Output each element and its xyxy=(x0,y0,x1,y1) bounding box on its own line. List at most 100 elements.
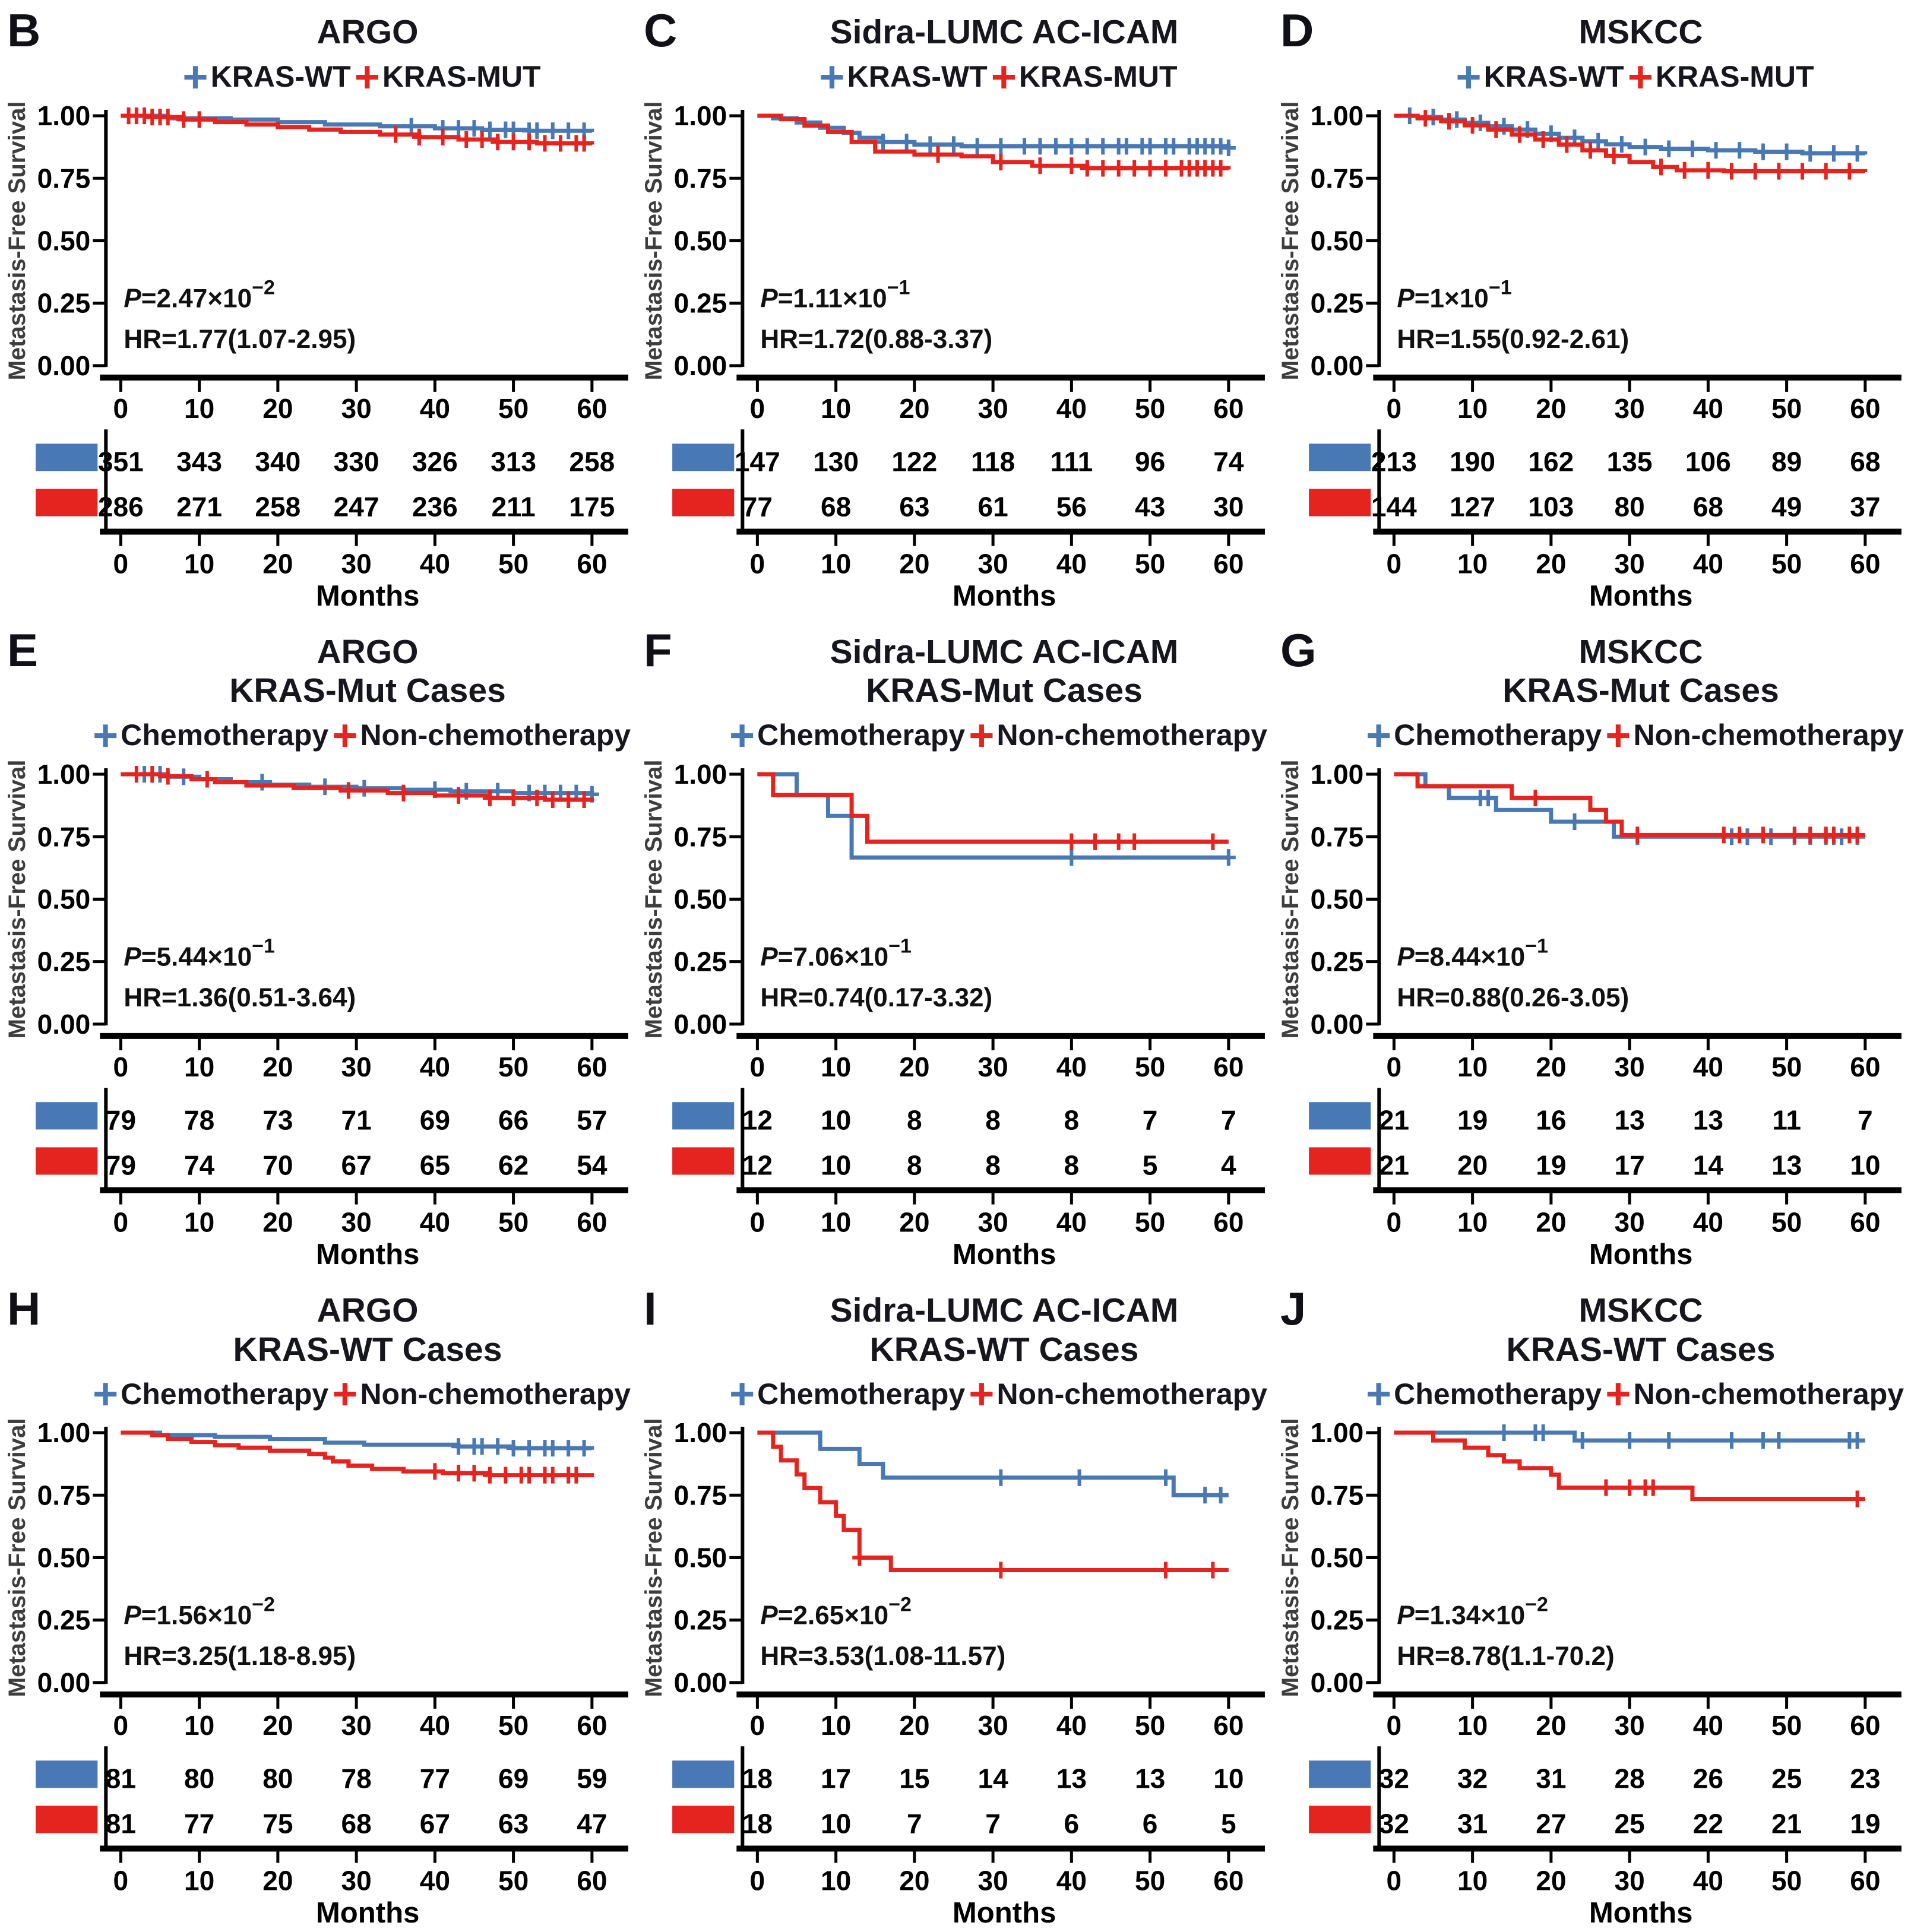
censor-mark xyxy=(341,782,356,799)
risk-x-tick-label: 10 xyxy=(1457,548,1488,579)
censor-mark xyxy=(474,1438,489,1455)
risk-count: 213 xyxy=(1371,446,1417,477)
risk-x-tick-label: 10 xyxy=(184,548,214,579)
risk-count: 13 xyxy=(1614,1104,1644,1135)
x-tick-label: 0 xyxy=(1387,1051,1402,1081)
risk-table-svg: 213 190 162 135 106 89 68 144 127 103 80 68 49 37 0 10 2… xyxy=(1309,429,1901,610)
legend-label: Chemotherapy xyxy=(121,1377,329,1411)
censor-mark xyxy=(1622,1479,1637,1496)
risk-count: 175 xyxy=(569,491,615,522)
y-axis-label: Metastasis-Free Survival xyxy=(1278,1418,1303,1697)
risk-count: 8 xyxy=(985,1150,1001,1181)
legend-item: + Chemotherapy xyxy=(1365,1369,1602,1419)
risk-x-tick-label: 0 xyxy=(1387,1207,1402,1238)
y-axis-label: Metastasis-Free Survival xyxy=(641,101,667,380)
y-tick-label: 0.25 xyxy=(1311,287,1364,318)
risk-x-tick-label: 30 xyxy=(1614,1207,1644,1238)
y-tick-label: 1.00 xyxy=(674,100,727,131)
legend-label: KRAS-WT xyxy=(1483,60,1624,94)
risk-count: 122 xyxy=(891,446,937,477)
risk-row-swatch xyxy=(672,1760,735,1788)
censor-mark xyxy=(1850,1432,1865,1449)
risk-x-tick-label: 30 xyxy=(341,1866,371,1896)
x-tick-label: 40 xyxy=(1693,393,1723,422)
plus-marker-icon: + xyxy=(1605,710,1631,760)
risk-row-swatch xyxy=(672,1806,735,1833)
y-axis-label: Metastasis-Free Survival xyxy=(641,760,667,1039)
censor-mark xyxy=(1725,163,1739,180)
risk-count: 4 xyxy=(1221,1150,1236,1181)
risk-count: 28 xyxy=(1614,1763,1644,1794)
risk-count: 118 xyxy=(971,446,1015,477)
censor-mark xyxy=(1064,849,1079,866)
risk-count: 6 xyxy=(1064,1809,1080,1839)
survival-curve xyxy=(1394,1430,1865,1443)
censor-mark xyxy=(1583,141,1598,159)
risk-count: 77 xyxy=(184,1809,214,1839)
risk-x-tick-label: 40 xyxy=(420,1866,450,1896)
censor-mark xyxy=(1143,138,1157,155)
risk-count: 286 xyxy=(98,491,144,522)
risk-x-tick-label: 30 xyxy=(977,1207,1008,1238)
censor-mark xyxy=(1096,160,1110,177)
censor-mark xyxy=(1771,1432,1786,1449)
risk-count: 17 xyxy=(821,1763,851,1794)
plus-marker-icon: + xyxy=(92,1369,119,1419)
censor-mark xyxy=(1653,159,1669,176)
censor-mark xyxy=(994,138,1008,155)
x-tick-label: 60 xyxy=(1213,393,1244,422)
censor-mark xyxy=(435,128,450,145)
risk-count: 13 xyxy=(1693,1104,1723,1135)
hr-text: HR=8.78(1.1-70.2) xyxy=(1397,1642,1614,1671)
censor-mark xyxy=(923,136,938,153)
risk-row-swatch xyxy=(1309,1102,1371,1130)
months-label: Months xyxy=(1589,580,1692,610)
y-tick-label: 0.25 xyxy=(1311,1605,1364,1636)
censor-mark xyxy=(1771,163,1786,180)
censor-mark xyxy=(569,1467,584,1484)
km-panel-j: J MSKCC KRAS-WT Cases + Chemotherapy + Non-che… xyxy=(1278,1283,1909,1927)
hr-text: HR=1.36(0.51-3.64) xyxy=(124,983,356,1012)
risk-row-swatch xyxy=(672,1147,735,1175)
risk-count: 74 xyxy=(184,1150,215,1181)
survival-curve xyxy=(757,113,1231,170)
censor-mark xyxy=(1159,160,1173,177)
x-tick-label: 40 xyxy=(1056,1710,1087,1739)
x-tick-label: 10 xyxy=(1457,393,1488,422)
hr-text: HR=1.77(1.07-2.95) xyxy=(124,325,356,354)
p-value-text: P=1.56×10−2 xyxy=(124,1594,275,1630)
km-plot-svg: Metastasis-Free Survival 1.00 0.75 0.50 0.25… xyxy=(641,1417,1265,1739)
censor-mark xyxy=(451,787,466,804)
hr-text: HR=3.53(1.08-11.57) xyxy=(760,1642,1005,1671)
censor-mark xyxy=(530,122,545,140)
risk-count: 13 xyxy=(1056,1763,1087,1794)
censor-mark xyxy=(1662,140,1676,157)
x-tick-label: 30 xyxy=(977,1710,1008,1739)
censor-mark xyxy=(506,1440,521,1457)
risk-count: 7 xyxy=(985,1809,1001,1839)
hr-text: HR=1.55(0.92-2.61) xyxy=(1397,325,1629,354)
censor-mark xyxy=(1033,138,1048,155)
panel-title: MSKCC xyxy=(1379,13,1903,52)
x-tick-label: 60 xyxy=(1850,1710,1880,1739)
legend-label: Non-chemotherapy xyxy=(996,718,1268,752)
panel-title-line: MSKCC xyxy=(1578,632,1703,671)
x-tick-label: 30 xyxy=(1614,1051,1644,1081)
p-value-text: P=2.47×10−2 xyxy=(124,276,275,313)
risk-x-tick-label: 50 xyxy=(498,1207,529,1238)
censor-mark xyxy=(1064,138,1079,155)
legend: + KRAS-WT + KRAS-MUT xyxy=(94,55,629,99)
risk-count: 10 xyxy=(821,1104,851,1135)
plus-marker-icon: + xyxy=(1365,1369,1392,1419)
x-tick-label: 20 xyxy=(1536,1051,1566,1081)
risk-x-tick-label: 20 xyxy=(262,1866,293,1896)
censor-mark xyxy=(875,133,890,150)
censor-mark xyxy=(1701,161,1716,179)
risk-x-tick-label: 30 xyxy=(341,548,371,579)
risk-table-svg: 351 343 340 330 326 313 258 286 271 258 247 236 211 1… xyxy=(36,429,628,610)
censor-mark xyxy=(1708,141,1723,159)
y-axis-label: Metastasis-Free Survival xyxy=(5,101,30,380)
y-tick-label: 1.00 xyxy=(674,759,727,790)
censor-mark xyxy=(404,118,419,135)
